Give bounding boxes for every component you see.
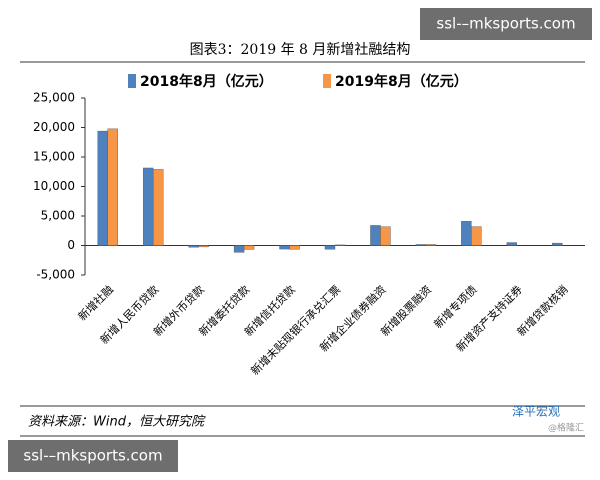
bar [425,244,437,246]
legend-label: 2019年8月（亿元） [335,73,468,90]
bar [142,167,154,246]
bar [233,245,245,253]
bar [188,245,199,248]
bar [461,221,472,246]
logo: 泽平宏观 [512,404,560,419]
y-tick-label: 20,000 [33,120,75,134]
watermark: ssl-–mksports.com [23,447,162,465]
legend-swatch [128,74,136,88]
bar [289,245,300,250]
bar [243,245,255,250]
legend-swatch [323,74,331,88]
y-tick-label: 10,000 [33,179,75,193]
watermark-box [420,8,592,40]
bar [97,130,108,246]
bar [380,226,391,246]
bar [279,245,290,250]
y-tick-label: 0 [67,238,75,252]
source: 资料来源：Wind，恒大研究院 [28,414,206,430]
y-tick-label: -5,000 [36,268,75,282]
chart-title: 图表3：2019 年 8 月新增社融结构 [190,42,411,58]
y-tick-label: 15,000 [33,150,75,164]
y-tick-label: 25,000 [33,91,75,105]
legend-label: 2018年8月（亿元） [140,73,273,90]
logo-sub: @格隆汇 [548,422,584,434]
bar [198,245,209,248]
bar [107,128,118,246]
bar [324,245,336,250]
bar [506,242,518,246]
y-tick-label: 5,000 [41,209,75,223]
watermark: ssl-–mksports.com [436,15,575,33]
bar [370,225,381,246]
watermark-box [8,440,178,472]
bar [415,244,427,246]
bar [152,169,164,246]
bar [471,226,482,246]
bar [552,242,563,246]
bar [334,244,346,246]
